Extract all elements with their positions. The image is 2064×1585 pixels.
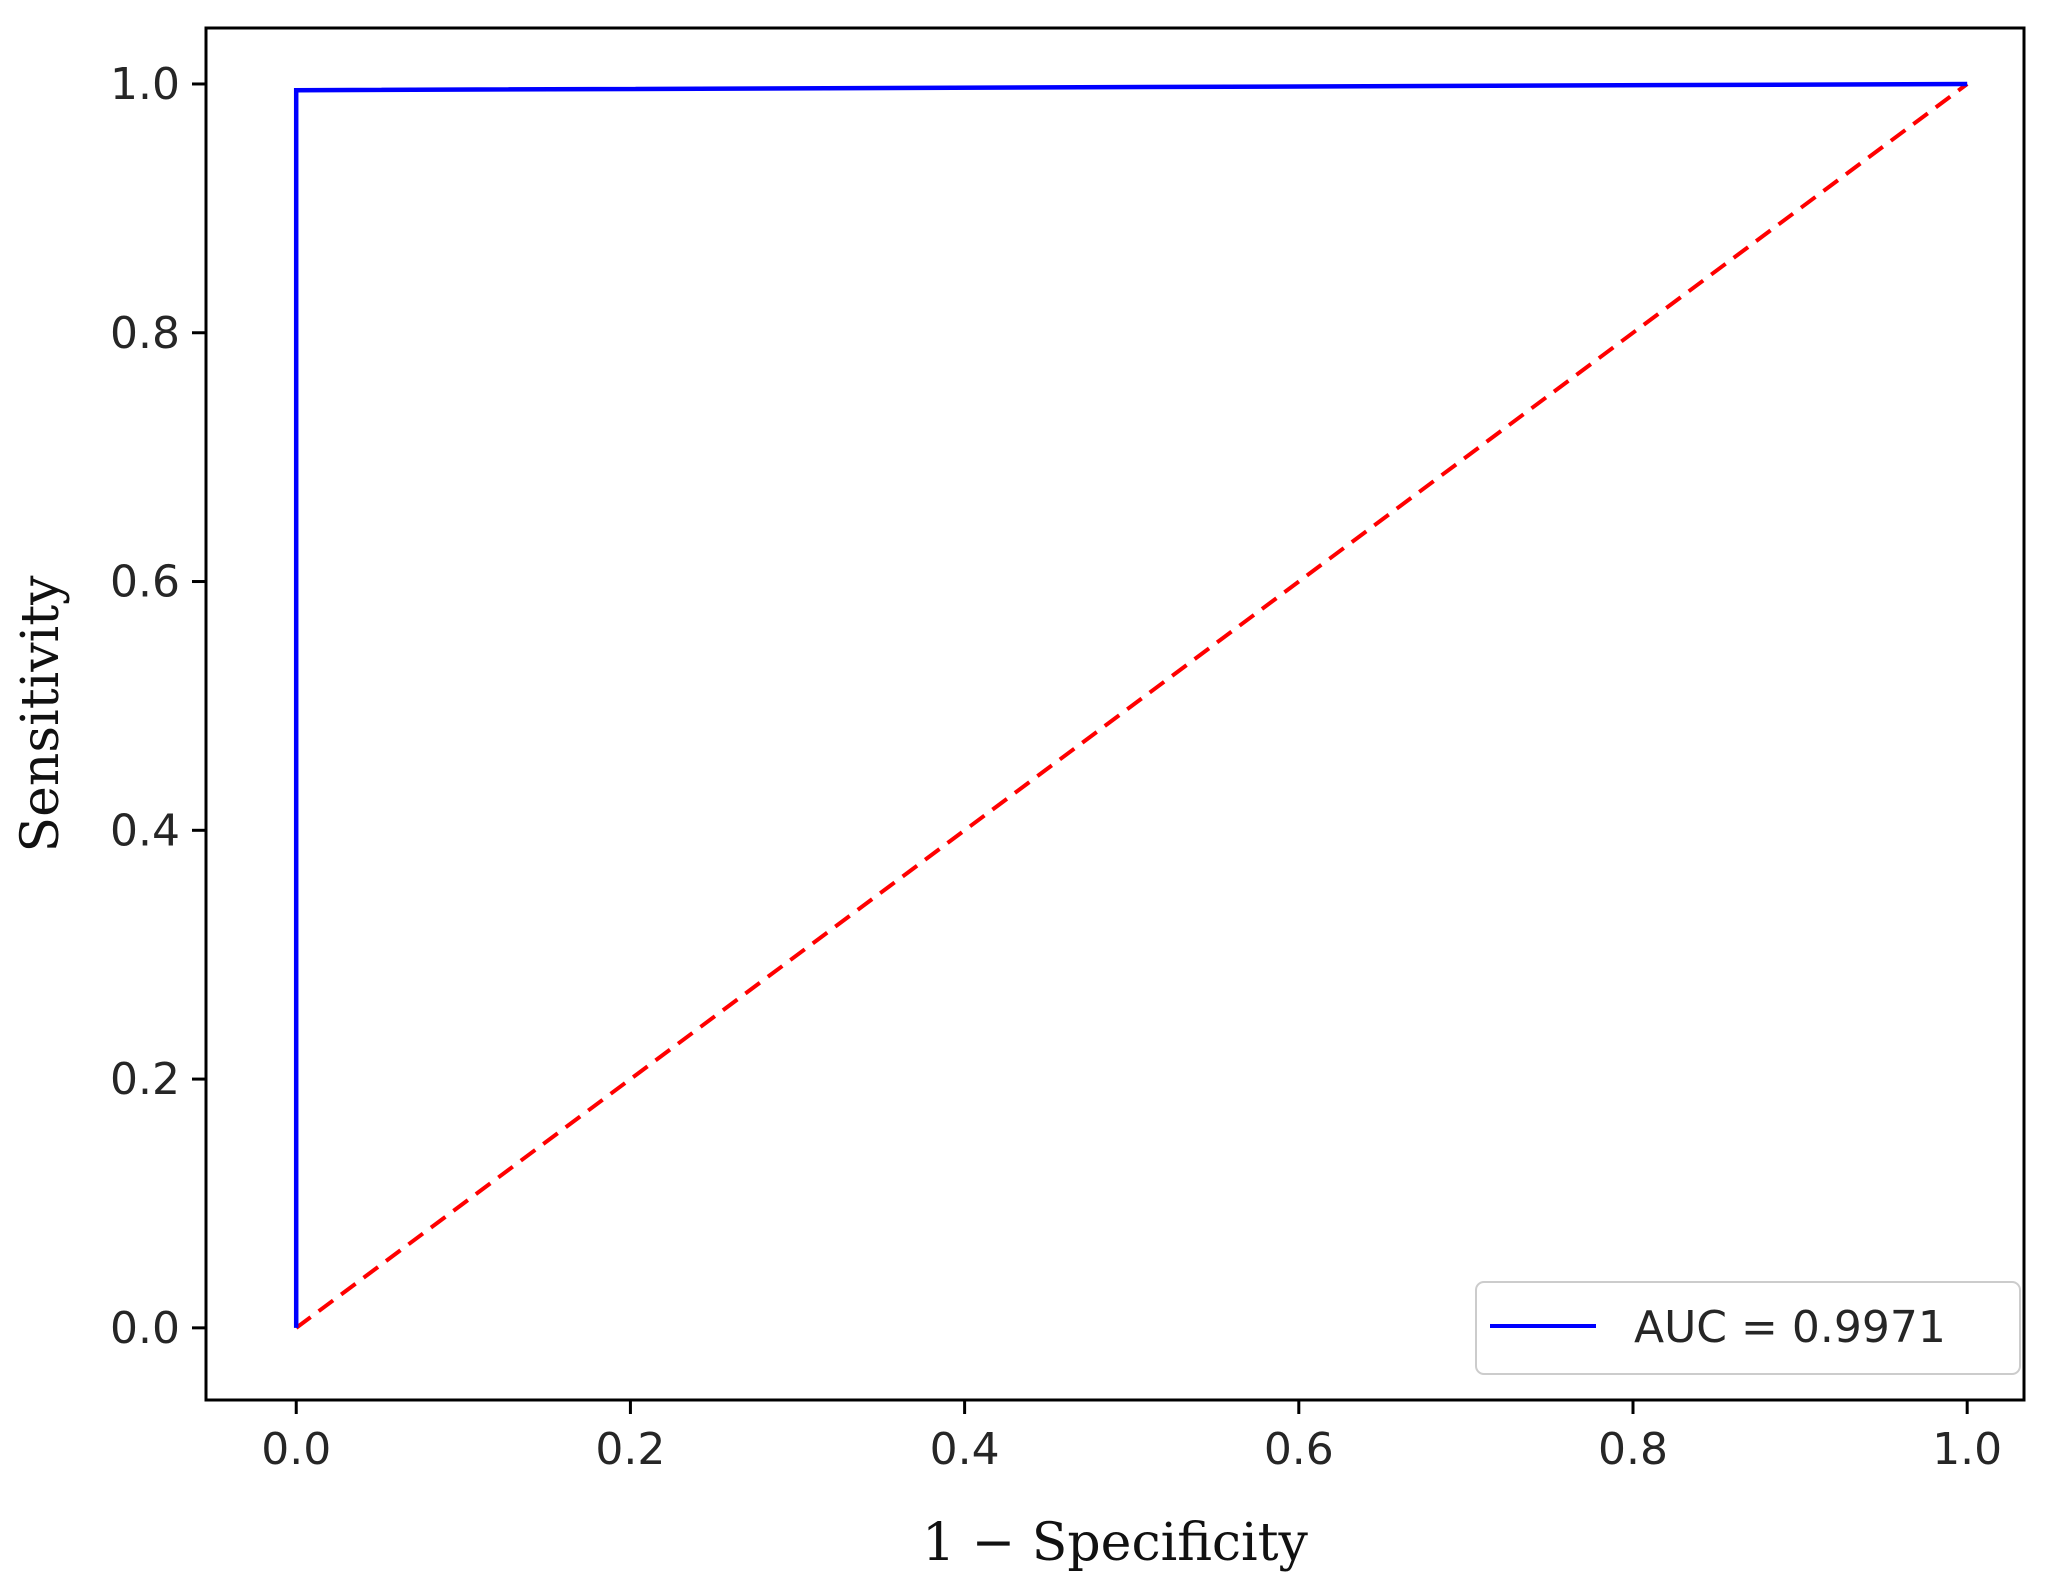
x-axis-title: 1 − Specificity	[922, 1513, 1308, 1573]
x-tick-label: 0.2	[595, 1424, 665, 1475]
y-axis-title: Sensitivity	[11, 575, 71, 853]
x-tick-label: 0.6	[1264, 1424, 1334, 1475]
y-tick-label: 0.2	[110, 1054, 180, 1105]
x-tick-label: 0.4	[930, 1424, 1000, 1475]
legend-label-auc: AUC = 0.9971	[1634, 1302, 1946, 1353]
chance-diagonal-line	[295, 82, 1969, 1330]
legend-box	[1475, 1281, 2021, 1375]
x-tick-label: 1.0	[1932, 1424, 2002, 1475]
y-tick-label: 0.0	[110, 1303, 180, 1354]
y-axis-ticks: 0.0 0.2 0.4 0.6 0.8 1.0	[110, 59, 206, 1354]
plot-frame	[204, 26, 2026, 1402]
series-layer	[293, 81, 1969, 1330]
roc-curve-line	[293, 81, 1968, 1328]
x-tick-label: 0.8	[1598, 1424, 1668, 1475]
x-axis-ticks: 0.0 0.2 0.4 0.6 0.8 1.0	[261, 1400, 2002, 1475]
y-tick-label: 0.6	[110, 557, 180, 608]
y-tick-label: 1.0	[110, 59, 180, 110]
x-tick-label: 0.0	[261, 1424, 331, 1475]
y-tick-label: 0.4	[110, 805, 180, 856]
legend: AUC = 0.9971	[1475, 1281, 2021, 1375]
y-tick-label: 0.8	[110, 308, 180, 359]
